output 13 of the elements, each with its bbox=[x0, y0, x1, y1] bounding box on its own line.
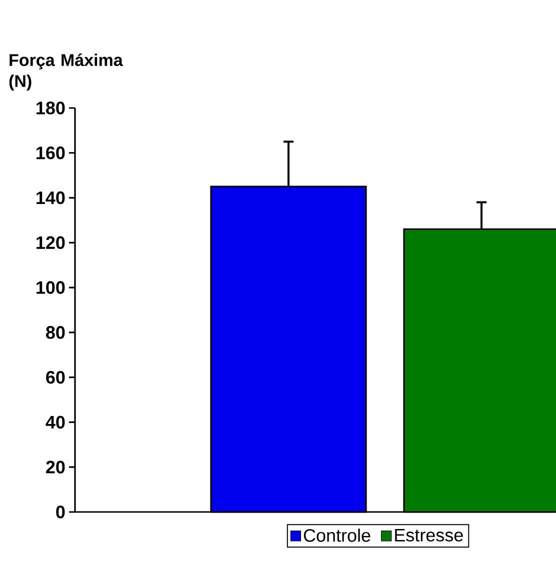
y-axis-title: Força Máxima (N) bbox=[9, 53, 123, 90]
y-tick-label: 20 bbox=[46, 460, 65, 474]
y-tick-label: 100 bbox=[36, 281, 65, 294]
y-tick-label: 40 bbox=[46, 416, 65, 429]
y-tick-label: 120 bbox=[36, 236, 65, 250]
y-tick-label: 180 bbox=[36, 102, 65, 114]
y-tick-label: 80 bbox=[46, 326, 65, 339]
legend-label: Estresse bbox=[395, 528, 463, 542]
y-tick-label: 0 bbox=[56, 506, 65, 518]
y-tick-label: 60 bbox=[46, 370, 65, 384]
y-tick-label: 140 bbox=[36, 191, 65, 204]
y-tick-label: 160 bbox=[36, 146, 65, 160]
legend-label: Controle bbox=[304, 528, 370, 542]
